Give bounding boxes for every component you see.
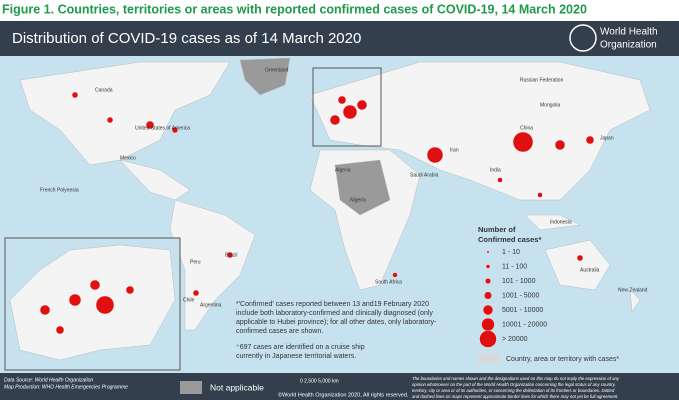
not-applicable: Not applicable <box>210 382 264 392</box>
legend-symbol <box>479 330 497 348</box>
legend-title: Number of <box>478 225 516 234</box>
disclaimer-line: territory, city or area or of its author… <box>412 388 615 393</box>
legend-label: 11 - 100 <box>502 263 527 270</box>
legend-label: 1001 - 5000 <box>502 292 539 299</box>
legend-symbol <box>486 250 490 254</box>
notes: *'Confirmed' cases reported between 13 a… <box>236 301 437 360</box>
map-label: Russian Federation <box>520 77 564 83</box>
map-label: South Africa <box>375 279 402 285</box>
legend-label: 5001 - 10000 <box>502 307 543 314</box>
map-label: Australia <box>580 267 600 273</box>
legend: 1 - 10 11 - 100 101 - 1000 1001 - 5000 5001 … <box>479 249 547 348</box>
legend-symbol <box>485 264 491 269</box>
legend-label: Country, area or territory with cases* <box>506 356 619 363</box>
map-label: United States of America <box>135 125 190 131</box>
map-label: Mexico <box>120 155 136 161</box>
footer-bar <box>0 373 679 400</box>
map-label: New Zealand <box>618 287 648 293</box>
map-label: India <box>490 167 501 173</box>
land <box>19 57 651 331</box>
note-line: *'Confirmed' cases reported between 13 a… <box>236 301 429 308</box>
disclaimer: The boundaries and names shown and the d… <box>412 376 620 399</box>
not-applicable-swatch <box>180 381 202 394</box>
legend-label: > 20000 <box>502 336 528 343</box>
disclaimer-line: and dashed lines on maps represent appro… <box>412 394 618 399</box>
map-label: Greenland <box>265 67 289 73</box>
org-name: World Health <box>600 27 658 38</box>
legend-symbol <box>482 304 494 316</box>
copyright: ©World Health Organization 2020, All rig… <box>278 391 409 398</box>
map-label: Argentina <box>200 302 222 308</box>
note-line: confirmed cases are shown. <box>236 328 323 335</box>
note-line: include both laboratory-confirmed and cl… <box>236 310 433 317</box>
legend-label: 1 - 10 <box>502 249 520 256</box>
map-label: Canada <box>95 87 113 93</box>
note-line: applicable to Hubei province); for all o… <box>236 319 437 326</box>
map-label: Chile <box>183 297 195 303</box>
legend-swatch <box>478 354 500 363</box>
data-source: Data Source: World Health Organization <box>4 377 93 383</box>
map-label: Iran <box>450 147 459 153</box>
map-label: Brazil <box>225 252 238 258</box>
map-label: Peru <box>190 259 201 265</box>
who-logo <box>569 24 597 52</box>
map-label: Japan <box>600 135 614 141</box>
map-label: Mongolia <box>540 102 561 108</box>
disclaimer-line: The boundaries and names shown and the d… <box>412 376 620 381</box>
legend-symbol <box>481 317 495 332</box>
inset-frame <box>312 67 382 147</box>
case-bubbles <box>39 91 595 335</box>
figure-caption: Figure 1. Countries, territories or area… <box>2 2 587 16</box>
map-label: French Polynesia <box>40 187 79 193</box>
org-name: Organization <box>600 40 657 51</box>
map-label: Saudi Arabia <box>410 172 439 178</box>
legend-symbol <box>485 278 492 285</box>
legend-title: Confirmed cases* <box>478 235 541 244</box>
header-title: Distribution of COVID-19 cases as of 14 … <box>12 30 361 47</box>
map-label: Nigeria <box>350 197 366 203</box>
map-label: Algeria <box>335 167 351 173</box>
legend-label: 10001 - 20000 <box>502 321 547 328</box>
europe-inset-land <box>9 244 176 361</box>
legend-symbol <box>484 291 493 300</box>
legend-label: 101 - 1000 <box>502 278 536 285</box>
disclaimer-line: opinion whatsoever on the part of the Wo… <box>412 382 616 387</box>
note-line: currently in Japanese territorial waters… <box>236 353 356 360</box>
header-bar <box>0 21 679 56</box>
map-label: Indonesia <box>550 219 572 225</box>
note-line: ⁺697 cases are identified on a cruise sh… <box>236 344 365 351</box>
map-production: Map Production: WHO Health Emergencies P… <box>4 384 128 390</box>
map-label: China <box>520 125 533 131</box>
scale-bar: 0 2,500 5,000 km <box>300 378 339 384</box>
